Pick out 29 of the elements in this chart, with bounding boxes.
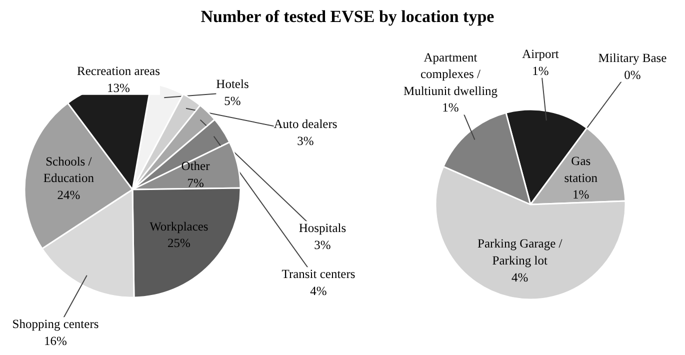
data-label: 7% <box>187 176 204 190</box>
category-label: Military Base <box>598 51 667 66</box>
slice-label: Shopping centers <box>12 317 99 332</box>
slice-label: Hotels <box>216 77 249 92</box>
data-label: 16% <box>44 334 67 348</box>
slice-label: Schools / Education <box>43 154 95 186</box>
slice-label: Parking Garage / Parking lot <box>478 236 563 268</box>
slice-label: Airport <box>522 47 560 62</box>
data-label: 3% <box>314 238 331 252</box>
data-label: 4% <box>512 270 528 284</box>
data-label: 1% <box>532 64 549 78</box>
slice-label: Recreation areas <box>77 64 160 78</box>
data-label: 13% <box>107 80 130 95</box>
slice-label: Transit centers <box>282 267 356 282</box>
slice-label: Apartment complexes / Multiunit dwelling <box>403 50 498 98</box>
data-label: 25% <box>168 236 190 250</box>
slice-label: Workplaces <box>150 219 208 234</box>
text: 0% <box>624 68 641 82</box>
data-label: 24% <box>57 188 80 202</box>
slice-label: Gas station <box>564 154 598 185</box>
slice-label: Hospitals <box>298 221 346 236</box>
data-label: 4% <box>310 284 327 298</box>
data-label: 1% <box>442 100 459 115</box>
slice-label: Auto dealers <box>274 117 338 132</box>
chart-title: Number of tested EVSE by location type <box>200 6 494 28</box>
data-label: 3% <box>297 134 314 148</box>
data-label: 1% <box>572 188 590 202</box>
data-label: 5% <box>224 94 241 108</box>
slice-label: Other <box>181 159 211 174</box>
